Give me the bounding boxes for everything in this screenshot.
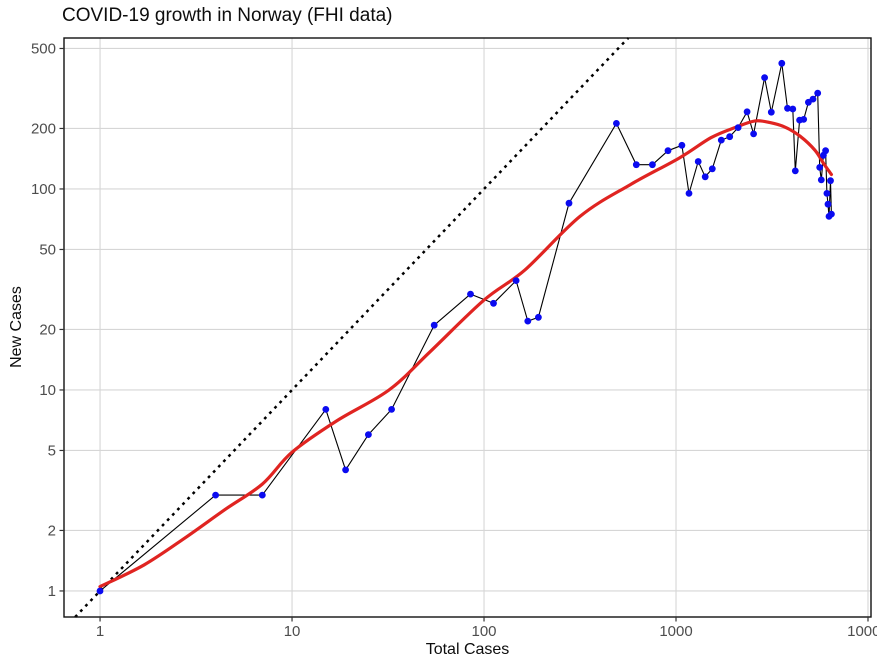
data-point bbox=[743, 108, 751, 116]
y-tick-label: 20 bbox=[39, 321, 56, 338]
x-tick-label: 1000 bbox=[659, 623, 692, 640]
smooth-line-group bbox=[98, 119, 833, 589]
data-point bbox=[778, 59, 786, 67]
data-point bbox=[467, 290, 474, 298]
data-point bbox=[726, 133, 734, 141]
y-tick-label: 2 bbox=[48, 522, 56, 539]
panel-border bbox=[63, 37, 872, 618]
y-tick-label: 5 bbox=[48, 442, 56, 459]
data-point bbox=[791, 167, 799, 175]
data-point bbox=[365, 431, 372, 438]
panel bbox=[63, 37, 872, 618]
data-point bbox=[649, 161, 656, 169]
identity-dotted-line bbox=[74, 37, 630, 618]
data-point bbox=[565, 199, 573, 207]
data-point bbox=[817, 176, 825, 184]
data-point bbox=[701, 173, 709, 181]
data-point bbox=[814, 89, 822, 97]
data-point bbox=[822, 147, 829, 155]
data-point bbox=[816, 164, 824, 171]
data-point bbox=[430, 321, 438, 329]
data-point bbox=[767, 108, 775, 116]
data-point bbox=[800, 116, 808, 123]
data-point bbox=[734, 124, 742, 131]
axes: 1 10 100 1000 10000 1 2 5 10 20 50 100 200 500 bbox=[31, 40, 877, 640]
data-point bbox=[388, 406, 395, 413]
data-point bbox=[685, 190, 693, 197]
smooth-line bbox=[98, 119, 833, 589]
data-point bbox=[535, 313, 542, 321]
x-tick-label: 10 bbox=[284, 623, 301, 640]
data-point bbox=[784, 104, 791, 112]
data-point bbox=[789, 105, 797, 113]
data-point bbox=[717, 136, 725, 144]
y-tick-label: 100 bbox=[31, 181, 56, 198]
data-point bbox=[512, 277, 520, 284]
chart-title: COVID-19 growth in Norway (FHI data) bbox=[62, 5, 393, 26]
data-point bbox=[632, 161, 640, 169]
data-point bbox=[828, 210, 835, 218]
data-point bbox=[524, 317, 532, 325]
y-tick-label: 500 bbox=[31, 40, 56, 57]
y-tick-label: 1 bbox=[48, 583, 56, 600]
x-tick-label: 1 bbox=[96, 623, 104, 640]
data-point bbox=[809, 95, 817, 103]
data-points bbox=[96, 59, 835, 595]
y-axis-title: New Cases bbox=[8, 286, 25, 368]
y-tick-label: 50 bbox=[39, 241, 56, 258]
x-tick-label: 10000 bbox=[847, 623, 877, 640]
data-point bbox=[694, 158, 702, 165]
data-point bbox=[678, 141, 686, 149]
data-point bbox=[664, 147, 672, 155]
data-point bbox=[824, 200, 832, 208]
y-tick-label: 200 bbox=[31, 120, 56, 137]
y-tick-label: 10 bbox=[39, 382, 56, 399]
data-point bbox=[827, 177, 834, 185]
data-point bbox=[823, 190, 831, 197]
data-point bbox=[322, 406, 330, 413]
data-point bbox=[96, 587, 104, 595]
data-point bbox=[258, 491, 266, 499]
data-point bbox=[613, 120, 620, 127]
data-point bbox=[708, 165, 716, 173]
data-point bbox=[761, 74, 768, 81]
data-point bbox=[212, 491, 220, 499]
data-point bbox=[490, 299, 497, 307]
reference-line bbox=[74, 37, 630, 618]
x-axis-title: Total Cases bbox=[425, 641, 510, 658]
data-point bbox=[750, 130, 757, 138]
gridlines bbox=[64, 38, 871, 617]
data-point bbox=[342, 466, 349, 474]
x-tick-label: 100 bbox=[472, 623, 497, 640]
